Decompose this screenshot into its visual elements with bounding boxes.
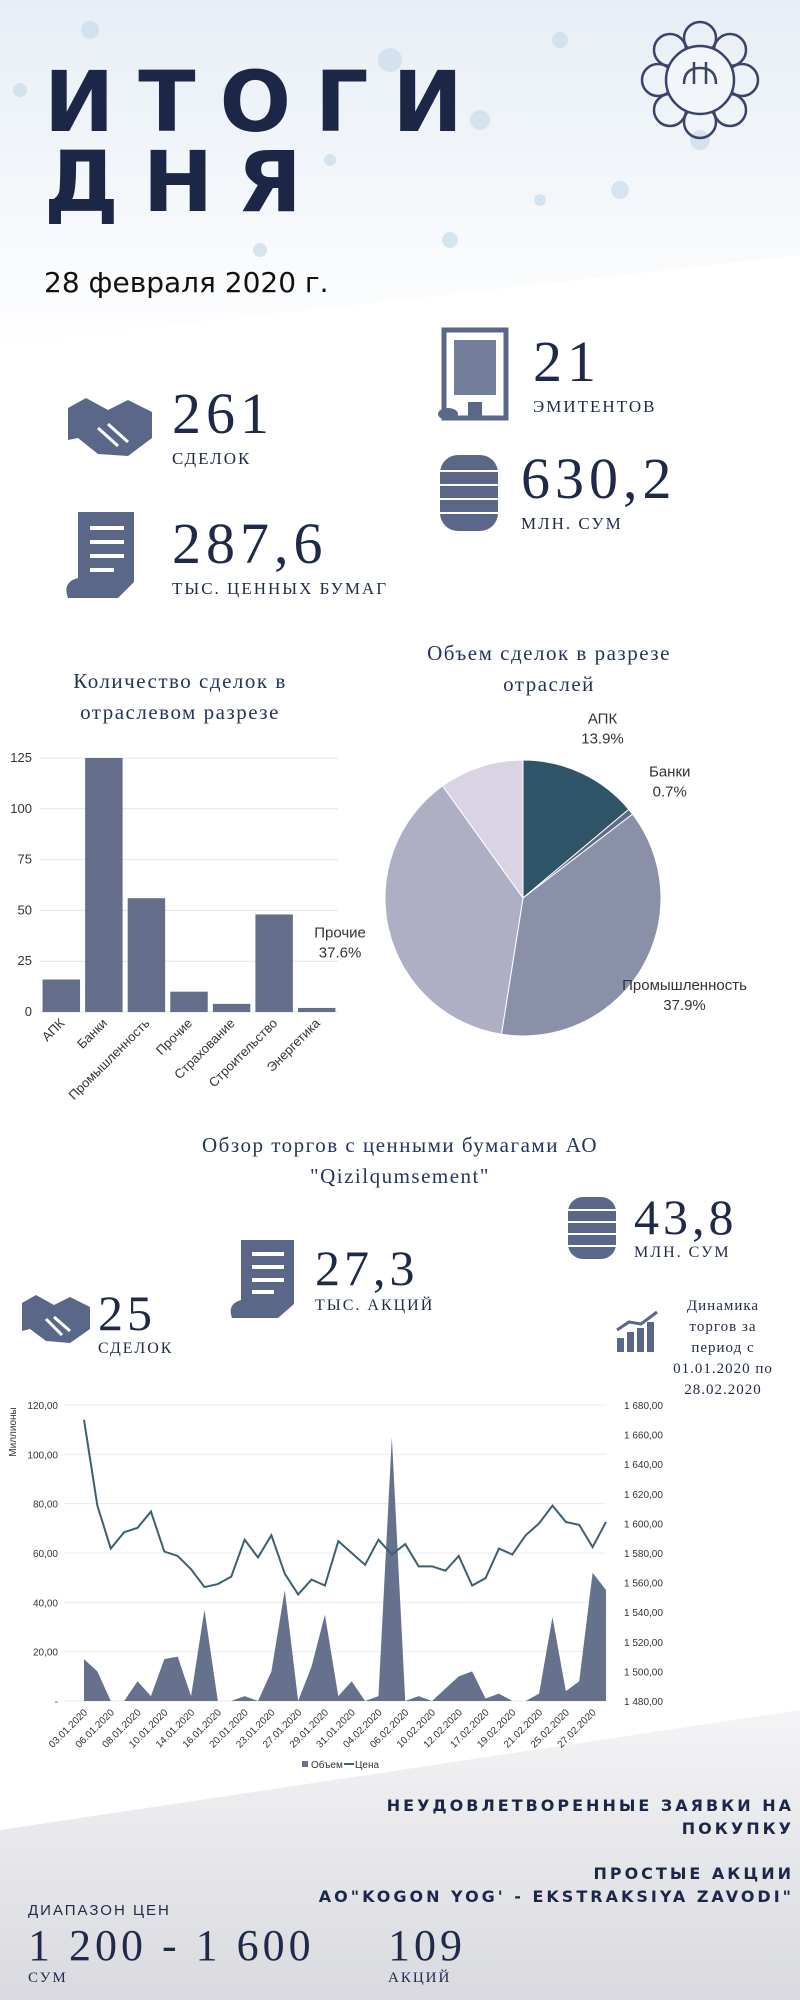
orders-issuer: АО"KOGON YOG' - EKSTRAKSIYA ZAVODI"	[318, 1887, 794, 1906]
y-tick-label: -	[55, 1697, 58, 1708]
y-tick-label: 80,00	[33, 1500, 58, 1511]
slice-label: Банки	[649, 763, 690, 780]
bar	[42, 979, 81, 1012]
stat-label: СДЕЛОК	[98, 1340, 174, 1357]
y2-tick-label: 1 580,00	[624, 1549, 663, 1560]
stat-label: ТЫС. АКЦИЙ	[315, 1297, 435, 1314]
slice-label: АПК	[588, 711, 618, 728]
y2-tick-label: 1 660,00	[624, 1431, 663, 1442]
volume-area	[84, 1437, 606, 1701]
quantity: 109	[388, 1921, 466, 1970]
logo	[640, 20, 760, 140]
stat-value: 287,6	[172, 511, 328, 576]
stat-value: 261	[172, 381, 274, 446]
bar-chart-title: Количество сделок в отраслевом разрезе	[73, 669, 287, 724]
y2-tick-label: 1 620,00	[624, 1490, 663, 1501]
stat-value: 27,3	[315, 1240, 419, 1296]
y-tick-label: 75	[18, 852, 32, 867]
document-icon	[66, 512, 134, 598]
y-tick-label: 60,00	[33, 1549, 58, 1560]
title-line: ДНЯ	[44, 133, 326, 231]
bar	[255, 914, 293, 1012]
y2-tick-label: 1 520,00	[624, 1638, 663, 1649]
y2-tick-label: 1 600,00	[624, 1519, 663, 1530]
building-icon	[438, 327, 509, 421]
pie-slice	[522, 759, 630, 900]
pie-slice	[500, 813, 662, 1037]
y-tick-label: 50	[18, 902, 32, 917]
coins-icon-2	[568, 1197, 616, 1259]
x-tick-label: Прочие	[153, 1016, 195, 1058]
slice-value-label: 37.9%	[663, 997, 706, 1014]
dynamics-caption: Динамика торгов за период с 01.01.2020 п…	[673, 1298, 773, 1398]
pie-chart-title: Объем сделок в разрезе отраслей	[427, 641, 671, 696]
y-tick-label: 125	[10, 750, 32, 765]
title-line: ИТОГИ	[44, 53, 487, 151]
pie-slice	[441, 759, 524, 900]
quantity-unit: АКЦИЙ	[388, 1970, 452, 1986]
y-tick-label: 20,00	[33, 1648, 58, 1659]
handshake-icon-2	[22, 1295, 90, 1343]
y2-tick-label: 1 680,00	[624, 1401, 663, 1412]
slice-label: Прочие	[314, 924, 366, 941]
price-label: ДИАПАЗОН ЦЕН	[28, 1902, 171, 1919]
bar	[170, 991, 208, 1012]
stat-label: МЛН. СУМ	[634, 1244, 731, 1261]
legend-swatch	[302, 1761, 308, 1767]
handshake-icon	[68, 398, 152, 456]
price-range: 1 200 - 1 600	[28, 1921, 315, 1970]
slice-value-label: 37.6%	[319, 944, 362, 961]
document-icon-2	[230, 1240, 294, 1318]
bar	[85, 758, 123, 1012]
stat-value: 630,2	[521, 446, 677, 511]
y-tick-label: 120,00	[27, 1401, 58, 1412]
stat-value: 43,8	[634, 1189, 738, 1245]
y2-tick-label: 1 640,00	[624, 1460, 663, 1471]
slice-value-label: 0.7%	[653, 783, 687, 800]
bar	[127, 898, 166, 1012]
coins-icon	[440, 455, 498, 531]
stat-label: ЭМИТЕНТОВ	[533, 397, 657, 416]
chart-icon	[616, 1310, 658, 1352]
y-axis-label: Миллионы	[8, 1407, 19, 1456]
price-unit: СУМ	[28, 1970, 68, 1986]
y-tick-label: 100	[10, 801, 32, 816]
footer-background	[0, 1710, 800, 2000]
bar	[297, 1007, 336, 1012]
y2-tick-label: 1 540,00	[624, 1608, 663, 1619]
stat-value: 21	[533, 329, 601, 394]
legend-label: Объем	[311, 1759, 343, 1771]
y-tick-label: 100,00	[27, 1450, 58, 1461]
x-tick-label: Банки	[74, 1016, 110, 1052]
header-slant	[0, 255, 800, 360]
slice-label: Промышленность	[622, 977, 747, 994]
y2-tick-label: 1 480,00	[624, 1697, 663, 1708]
bar	[212, 1003, 251, 1012]
slice-value-label: 13.9%	[581, 731, 624, 748]
y2-tick-label: 1 500,00	[624, 1667, 663, 1678]
stat-label: МЛН. СУМ	[521, 514, 623, 533]
stat-value: 25	[98, 1285, 156, 1341]
price-line	[83, 1419, 607, 1597]
y-tick-label: 40,00	[33, 1598, 58, 1609]
legend-label: Цена	[355, 1760, 379, 1771]
stat-label: СДЕЛОК	[172, 449, 252, 468]
company-title: Обзор торгов с ценными бумагами АО "Qizi…	[202, 1133, 598, 1188]
pie-slice	[384, 785, 524, 1035]
snowflakes	[13, 21, 710, 257]
date: 28 февраля 2020 г.	[44, 266, 329, 299]
y2-tick-label: 1 560,00	[624, 1579, 663, 1590]
y-tick-label: 25	[18, 953, 32, 968]
stat-label: ТЫС. ЦЕННЫХ БУМАГ	[172, 579, 389, 598]
icons	[22, 327, 658, 1352]
x-tick-label: АПК	[39, 1015, 68, 1044]
orders-title: НЕУДОВЛЕТВОРЕННЫЕ ЗАЯВКИ НА ПОКУПКУ	[386, 1796, 794, 1838]
x-tick-label: Промышленность	[65, 1015, 152, 1102]
orders-security: ПРОСТЫЕ АКЦИИ	[593, 1864, 794, 1883]
y-tick-label: 0	[25, 1004, 32, 1019]
